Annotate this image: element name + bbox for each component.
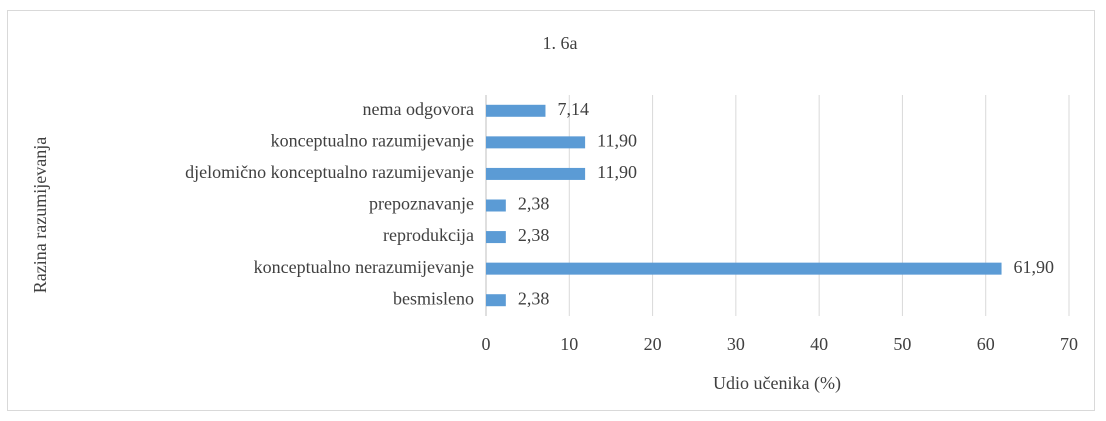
x-axis-label: Udio učenika (%) [713, 373, 841, 394]
value-label: 2,38 [518, 288, 550, 308]
y-tick-label: prepoznavanje [369, 194, 474, 214]
value-label: 2,38 [518, 225, 550, 245]
chart-frame [7, 10, 1095, 411]
x-tick-label: 60 [977, 334, 995, 354]
value-label: 11,90 [597, 130, 637, 150]
y-tick-label: djelomično konceptualno razumijevanje [185, 162, 474, 182]
y-axis-label: Razina razumijevanja [30, 137, 50, 293]
bar [486, 231, 506, 244]
value-label: 2,38 [518, 194, 550, 214]
x-tick-label: 50 [893, 334, 911, 354]
bar [486, 199, 506, 212]
bar [486, 167, 586, 180]
x-tick-label: 30 [727, 334, 745, 354]
bar [486, 262, 1002, 275]
x-tick-label: 70 [1060, 334, 1078, 354]
bar [486, 104, 546, 117]
x-tick-label: 10 [560, 334, 578, 354]
bar [486, 136, 586, 149]
x-tick-label: 0 [482, 334, 491, 354]
x-tick-label: 20 [644, 334, 662, 354]
y-tick-label: konceptualno nerazumijevanje [254, 257, 474, 277]
x-tick-label: 40 [810, 334, 828, 354]
y-tick-label: besmisleno [393, 288, 474, 308]
bar [486, 294, 506, 307]
value-label: 7,14 [557, 99, 589, 119]
y-tick-label: reprodukcija [383, 225, 474, 245]
chart-title: 1. 6a [543, 33, 578, 53]
value-label: 11,90 [597, 162, 637, 182]
y-tick-label: konceptualno razumijevanje [271, 130, 474, 150]
value-label: 61,90 [1014, 257, 1055, 277]
y-tick-label: nema odgovora [363, 99, 474, 119]
